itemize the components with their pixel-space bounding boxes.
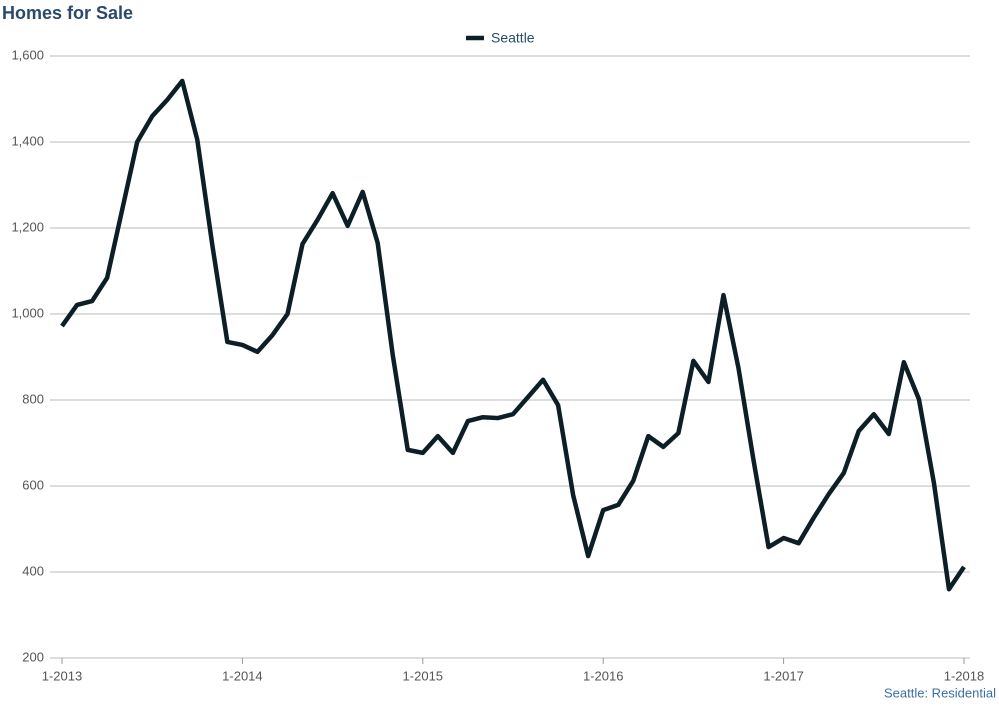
legend-label: Seattle (491, 30, 535, 46)
chart-title: Homes for Sale (2, 3, 133, 23)
x-tick-label: 1-2015 (403, 668, 443, 683)
y-tick-label: 400 (22, 563, 44, 578)
y-tick-label: 800 (22, 391, 44, 406)
y-tick-label: 600 (22, 477, 44, 492)
x-tick-label: 1-2016 (583, 668, 623, 683)
y-tick-label: 1,400 (11, 133, 44, 148)
data-line (60, 78, 966, 592)
x-tick-label: 1-2013 (42, 668, 82, 683)
chart-note: Seattle: Residential (884, 685, 996, 700)
x-tick-label: 1-2017 (763, 668, 803, 683)
y-tick-label: 1,000 (11, 305, 44, 320)
x-tick-label: 1-2018 (944, 668, 984, 683)
y-tick-label: 1,600 (11, 47, 44, 62)
y-tick-label: 1,200 (11, 219, 44, 234)
x-tick-label: 1-2014 (222, 668, 262, 683)
y-tick-label: 200 (22, 649, 44, 664)
